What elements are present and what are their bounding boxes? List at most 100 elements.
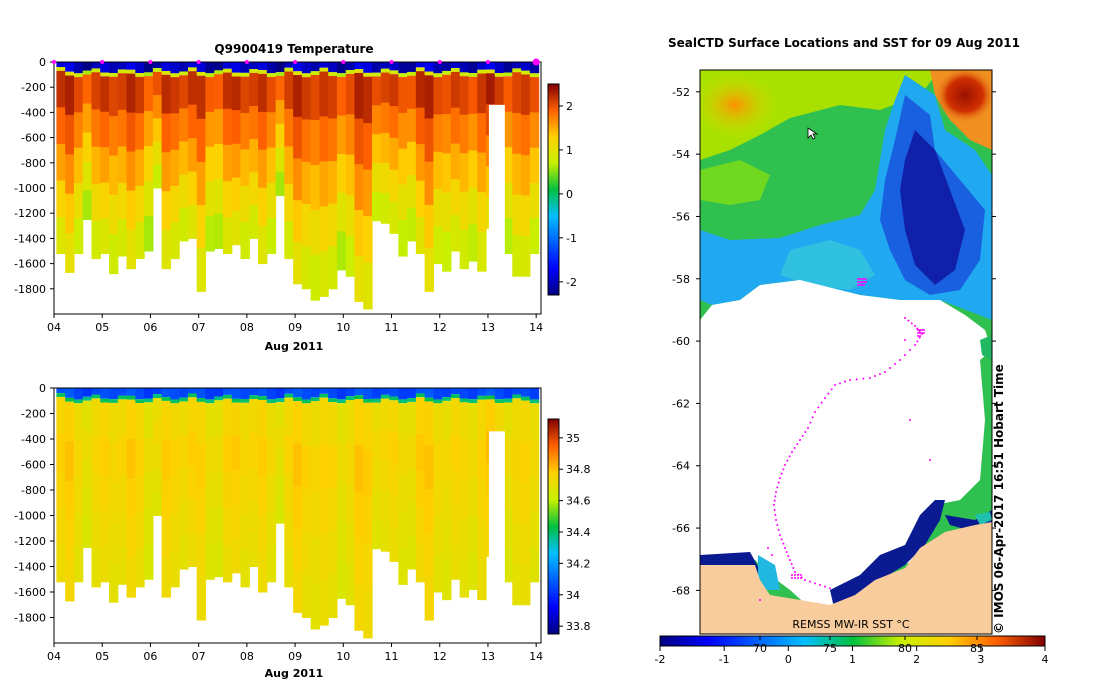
- profile-deep-band: [135, 222, 145, 260]
- profile-deep-band: [73, 77, 84, 113]
- profile-deep-band: [222, 398, 233, 436]
- sst-field: [700, 70, 992, 634]
- profile-surface-layer: [336, 62, 347, 74]
- profile-surface-layer: [196, 62, 207, 72]
- track-point: [793, 447, 796, 449]
- track-point: [807, 427, 809, 429]
- profile-surface-layer: [65, 388, 75, 398]
- profile-deep-band: [372, 163, 382, 193]
- profile-deep-band: [170, 440, 180, 478]
- profile-surface-layer: [240, 388, 250, 399]
- profile-deep-band: [459, 558, 470, 598]
- profile-surface-layer: [91, 388, 101, 395]
- profile-deep-band: [512, 522, 522, 564]
- profile-surface-layer: [380, 388, 391, 395]
- profile-deep-band: [152, 397, 163, 422]
- profile-deep-band: [477, 192, 487, 233]
- profile-deep-band: [144, 437, 154, 474]
- profile-deep-band: [529, 546, 540, 583]
- salinity-panel: 0 -200 -400 -600 -800 -1000 -1200 -1400 -1600 -18…: [14, 382, 590, 680]
- track-point: [917, 329, 919, 331]
- profile-deep-band: [407, 207, 417, 242]
- profile-deep-band: [144, 76, 154, 112]
- profile-deep-band: [477, 439, 487, 481]
- profile-deep-band: [109, 522, 119, 563]
- profile-deep-band: [389, 400, 399, 434]
- profile-mixed-layer: [459, 72, 470, 77]
- profile-deep-band: [293, 443, 303, 487]
- track-point: [796, 443, 799, 445]
- profile-mixed-layer: [222, 394, 233, 399]
- profile-mixed-layer: [170, 73, 180, 78]
- profile-mixed-layer: [82, 70, 93, 75]
- profile-deep-band: [179, 174, 189, 209]
- profile-surface-layer: [372, 388, 382, 399]
- profile-deep-band: [170, 222, 180, 260]
- profile-deep-band: [100, 545, 110, 583]
- profile-deep-band: [301, 574, 312, 618]
- track-point: [790, 563, 793, 565]
- profile-deep-band: [161, 479, 171, 520]
- profile-deep-band: [503, 147, 513, 184]
- profile-deep-band: [310, 210, 321, 256]
- profile-deep-band: [187, 498, 198, 534]
- profile-deep-band: [179, 401, 189, 436]
- profile-gap: [488, 431, 505, 643]
- y-tick-label: -800: [21, 157, 46, 170]
- profile-deep-band: [82, 429, 93, 460]
- temperature-colorbar-ticks: -2 -1 0 1 2: [559, 100, 577, 289]
- profile-surface-layer: [433, 62, 443, 74]
- track-point: [827, 392, 830, 395]
- profile-mixed-layer: [494, 399, 505, 403]
- track-point: [794, 574, 796, 576]
- profile-deep-band: [389, 201, 399, 234]
- coastal-cold-east: [830, 500, 945, 612]
- profile-mixed-layer: [529, 399, 540, 404]
- profile-deep-band: [310, 120, 321, 166]
- profile-deep-band: [187, 397, 198, 432]
- profile-deep-band: [126, 229, 136, 270]
- profile-deep-band: [187, 104, 198, 139]
- profile-deep-band: [293, 158, 303, 201]
- profile-deep-band: [275, 402, 285, 427]
- profile-mixed-layer: [258, 70, 268, 74]
- profile-deep-band: [345, 195, 356, 237]
- profile-deep-band: [187, 532, 198, 567]
- profile-deep-band: [266, 218, 277, 255]
- profile-deep-band: [56, 107, 66, 145]
- map-axes: -52 -54 -56 -58 -60 -62 -64 -66 -68: [672, 86, 996, 597]
- profile-mixed-layer: [214, 70, 224, 75]
- track-point: [811, 416, 814, 419]
- profile-deep-band: [512, 153, 522, 196]
- profile-mixed-layer: [459, 398, 470, 403]
- profile-surface-layer: [477, 62, 487, 70]
- profile-deep-band: [196, 489, 207, 534]
- profile-deep-band: [187, 138, 198, 173]
- profile-deep-band: [354, 584, 364, 631]
- x-tick-label: 06: [143, 321, 157, 334]
- profile-deep-band: [135, 149, 145, 187]
- profile-deep-band: [214, 435, 224, 472]
- profile-deep-band: [450, 543, 461, 580]
- profile-deep-band: [319, 397, 329, 444]
- profile-deep-band: [468, 113, 478, 152]
- profile-mixed-layer: [319, 393, 329, 398]
- profile-deep-band: [56, 396, 66, 435]
- profile-surface-layer: [73, 62, 84, 74]
- profile-deep-band: [398, 220, 408, 257]
- y-tick-label: -1800: [14, 283, 46, 296]
- map-colorbar-tick-label: 1: [849, 653, 856, 666]
- profile-mixed-layer: [187, 67, 198, 72]
- y-tick-label: -1400: [14, 232, 46, 245]
- profile-surface-layer: [345, 388, 356, 397]
- profile-surface-layer: [161, 62, 171, 71]
- profile-deep-band: [310, 583, 321, 630]
- profile-deep-band: [442, 400, 452, 442]
- colorbar-tick-label: 35: [566, 432, 580, 445]
- profile-deep-band: [109, 482, 119, 523]
- profile-deep-band: [284, 549, 294, 588]
- profile-deep-band: [65, 561, 75, 602]
- profile-deep-band: [205, 438, 215, 475]
- sea-ice-edge: [760, 480, 778, 560]
- profile-mixed-layer: [354, 69, 364, 73]
